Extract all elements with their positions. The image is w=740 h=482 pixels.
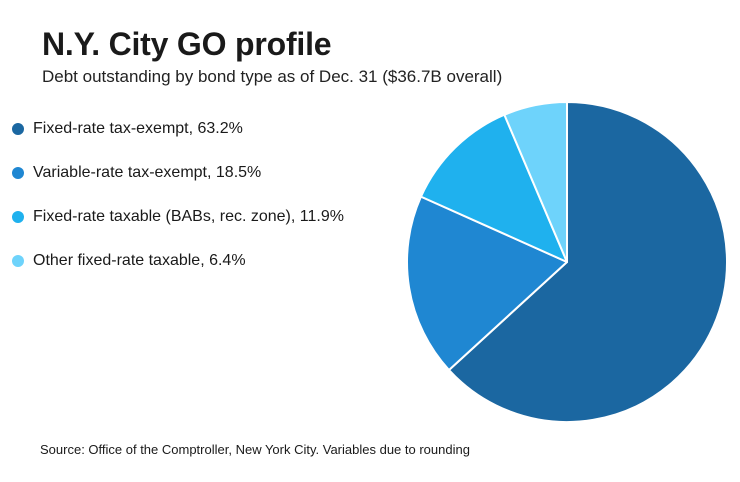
pie-slice bbox=[419, 113, 568, 263]
legend-label: Fixed-rate tax-exempt, 63.2% bbox=[33, 120, 243, 137]
legend-label: Other fixed-rate taxable, 6.4% bbox=[33, 252, 246, 269]
chart-title: N.Y. City GO profile bbox=[42, 26, 332, 62]
pie-slice bbox=[503, 101, 568, 263]
legend-item: Fixed-rate tax-exempt, 63.2% bbox=[12, 118, 402, 140]
legend-label: Variable-rate tax-exempt, 18.5% bbox=[33, 164, 262, 181]
legend-label: Fixed-rate taxable (BABs, rec. zone), 11… bbox=[33, 208, 344, 225]
legend-swatch bbox=[12, 255, 24, 267]
pie-slice bbox=[448, 101, 728, 423]
legend-item: Other fixed-rate taxable, 6.4% bbox=[12, 250, 402, 272]
source-note: Source: Office of the Comptroller, New Y… bbox=[40, 442, 470, 457]
legend-item: Fixed-rate taxable (BABs, rec. zone), 11… bbox=[12, 206, 402, 228]
legend: Fixed-rate tax-exempt, 63.2% Variable-ra… bbox=[12, 118, 402, 294]
pie-slice bbox=[406, 195, 568, 372]
legend-swatch bbox=[12, 211, 24, 223]
legend-swatch bbox=[12, 167, 24, 179]
chart-subtitle: Debt outstanding by bond type as of Dec.… bbox=[42, 67, 503, 86]
legend-swatch bbox=[12, 123, 24, 135]
legend-item: Variable-rate tax-exempt, 18.5% bbox=[12, 162, 402, 184]
